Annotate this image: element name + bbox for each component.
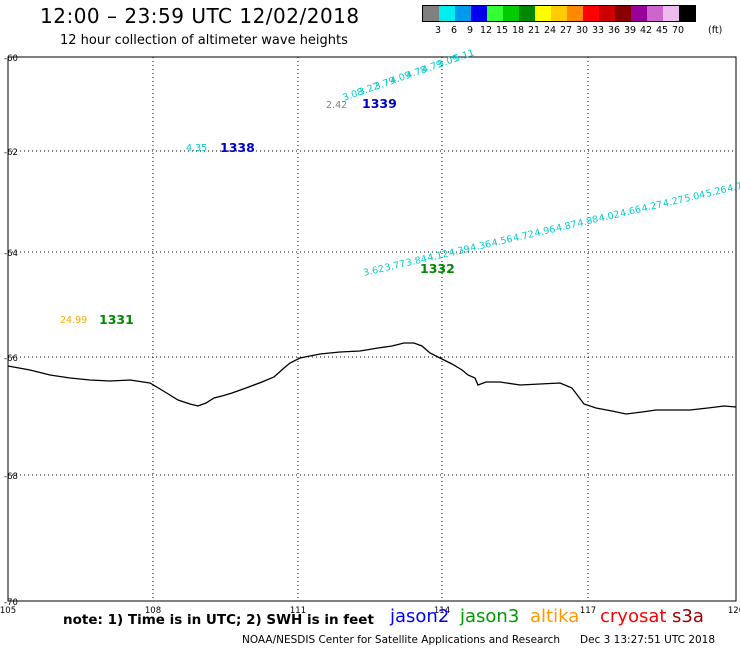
scale-tick-label: 33: [591, 25, 605, 36]
generation-timestamp: Dec 3 13:27:51 UTC 2018: [580, 634, 716, 646]
latitude-label: -70: [4, 598, 18, 608]
legend-s3a: s3a: [672, 606, 704, 627]
scale-unit: (ft): [708, 25, 723, 36]
antarctic-coastline: [7, 342, 737, 415]
pass-1332: 3.623.773.844.124.394.364.564.724.964.87…: [362, 179, 740, 278]
color-scale-boxes: [422, 5, 696, 22]
wave-height-value: 4.39: [448, 244, 471, 259]
wave-height-value: 4.66: [619, 204, 642, 219]
pass-1331: 24.99 1331: [60, 312, 134, 327]
wave-height-value: 4.96: [533, 224, 556, 239]
map-subtitle: 12 hour collection of altimeter wave hei…: [60, 33, 348, 48]
wave-height-value: 4.87: [555, 219, 578, 234]
scale-tick-label: 45: [655, 25, 669, 36]
scale-swatch: [503, 6, 519, 21]
latitude-label: -68: [4, 472, 18, 482]
scale-tick-label: 42: [639, 25, 653, 36]
legend-jason3: jason3: [460, 606, 520, 627]
scale-tick-label: 6: [450, 25, 458, 36]
legend-altika: altika: [530, 606, 580, 627]
scale-swatch: [455, 6, 471, 21]
pass-1338: 4.35 1338: [186, 140, 255, 155]
wave-height-value: 5.04: [683, 189, 706, 204]
longitude-label: 111: [290, 606, 306, 616]
footnote: note: 1) Time is in UTC; 2) SWH is in fe…: [63, 612, 374, 628]
scale-swatch: [647, 6, 663, 21]
wave-height-value: 2.42: [326, 100, 347, 111]
credit-line: NOAA/NESDIS Center for Satellite Applica…: [242, 634, 560, 646]
scale-swatch: [487, 6, 503, 21]
scale-swatch: [679, 6, 695, 21]
wave-height-value: 5.26: [705, 184, 728, 199]
legend-cryosat: cryosat: [600, 606, 667, 627]
scale-swatch: [535, 6, 551, 21]
latitude-label: -60: [4, 54, 18, 64]
scale-swatch: [439, 6, 455, 21]
wave-height-value: 4.27: [641, 199, 664, 214]
scale-tick-label: 18: [511, 25, 525, 36]
scale-swatch: [615, 6, 631, 21]
wave-height-value: 4.56: [491, 234, 514, 249]
legend-jason2: jason2: [390, 606, 450, 627]
pass-id-label: 1338: [220, 140, 255, 155]
pass-id-label: 1331: [99, 312, 134, 327]
longitude-label: 114: [434, 606, 450, 616]
longitude-label: 105: [0, 606, 16, 616]
longitude-label: 117: [580, 606, 596, 616]
scale-swatch: [567, 6, 583, 21]
wave-height-value: 3.77: [384, 259, 407, 274]
wave-height-value: 4.88: [576, 214, 599, 229]
scale-tick-label: 36: [607, 25, 621, 36]
wave-height-value: 4.72: [512, 229, 535, 244]
latitude-label: -64: [4, 249, 18, 259]
scale-swatch: [631, 6, 647, 21]
scale-swatch: [423, 6, 439, 21]
scale-tick-label: 27: [559, 25, 573, 36]
graticule: [8, 57, 736, 601]
scale-tick-label: 15: [495, 25, 509, 36]
scale-tick-label: 30: [575, 25, 589, 36]
color-scale-labels: 3 6 9 12 15 18 21 24 27 30 33 36 39 42 45 70 (ft): [422, 22, 722, 36]
wave-height-value: 4.12: [426, 249, 449, 264]
longitude-label: 108: [145, 606, 161, 616]
scale-swatch: [663, 6, 679, 21]
wave-height-value: 24.99: [60, 315, 87, 326]
scale-tick-label: 12: [479, 25, 493, 36]
scale-tick-label: 9: [466, 25, 474, 36]
wave-height-value: 4.36: [469, 239, 492, 254]
wave-height-value: 4.27: [662, 194, 685, 209]
wave-height-color-scale: 3 6 9 12 15 18 21 24 27 30 33 36 39 42 45 70 (ft): [422, 5, 722, 36]
scale-tick-label: 21: [527, 25, 541, 36]
scale-tick-label: 24: [543, 25, 557, 36]
longitude-label: 120: [728, 606, 740, 616]
pass-id-label: 1339: [362, 96, 397, 111]
wave-height-value: 4.74: [726, 179, 740, 194]
scale-swatch: [471, 6, 487, 21]
latitude-label: -62: [4, 148, 18, 158]
latitude-label: -66: [4, 354, 18, 364]
wave-height-value: 4.02: [598, 209, 621, 224]
wave-height-value: 3.84: [405, 254, 428, 269]
map-frame: [7, 56, 737, 602]
scale-tick-label: 3: [434, 25, 442, 36]
scale-tick-label: 39: [623, 25, 637, 36]
altimeter-passes: 2.423.083.223.794.094.784.795.095.111339…: [60, 47, 740, 327]
wave-height-value: 4.35: [186, 143, 207, 154]
wave-height-value: 5.11: [452, 47, 476, 64]
scale-tick-label: 70: [671, 25, 685, 36]
pass-id-label: 1332: [420, 261, 455, 276]
scale-swatch: [583, 6, 599, 21]
wave-height-value: 3.62: [362, 263, 385, 278]
scale-swatch: [551, 6, 567, 21]
map-title: 12:00 – 23:59 UTC 12/02/2018: [40, 4, 360, 28]
scale-swatch: [519, 6, 535, 21]
scale-swatch: [599, 6, 615, 21]
